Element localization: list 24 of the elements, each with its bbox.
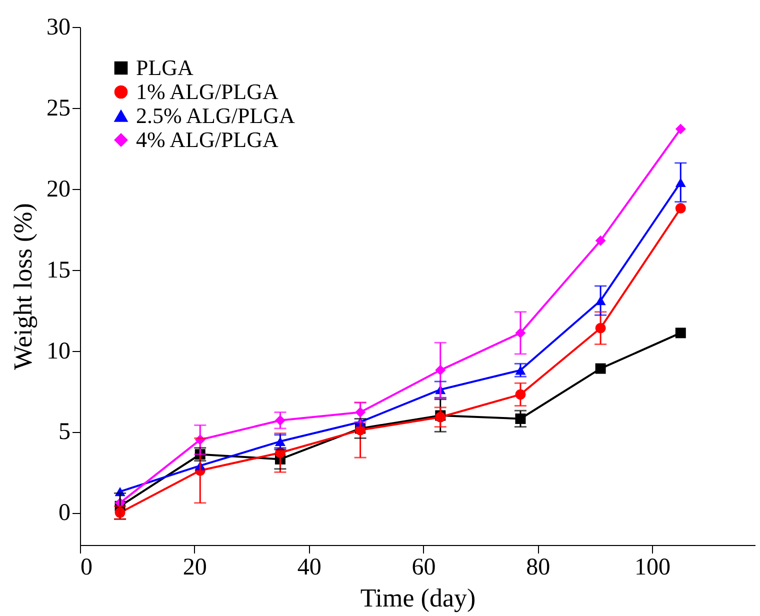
y-tick-label: 10 (46, 338, 70, 364)
x-tick-label: 40 (297, 554, 322, 580)
point (675, 203, 686, 214)
y-tick-label: 15 (46, 257, 70, 284)
y-tick-label: 30 (46, 14, 70, 40)
point (595, 363, 606, 374)
x-tick-label: 100 (634, 554, 671, 580)
point (675, 328, 686, 338)
y-tick-label: 25 (46, 95, 70, 122)
x-axis-title: Time (day) (360, 584, 476, 612)
legend-label: 1% ALG/PLGA (136, 79, 278, 104)
legend-label: PLGA (136, 55, 194, 80)
x-tick-label: 20 (182, 554, 207, 580)
x-tick-label: 80 (526, 554, 550, 580)
y-axis-title: Weight loss (%) (8, 203, 38, 370)
legend-label: 2.5% ALG/PLGA (136, 103, 295, 128)
legend-label: 4% ALG/PLGA (136, 127, 278, 152)
point (595, 235, 606, 246)
x-tick-label: 60 (412, 554, 436, 580)
x-tick-label: 0 (80, 554, 92, 580)
point (675, 124, 686, 134)
y-tick-label: 5 (58, 419, 70, 446)
y-tick-label: 20 (46, 176, 70, 202)
y-tick-label: 0 (58, 500, 70, 526)
